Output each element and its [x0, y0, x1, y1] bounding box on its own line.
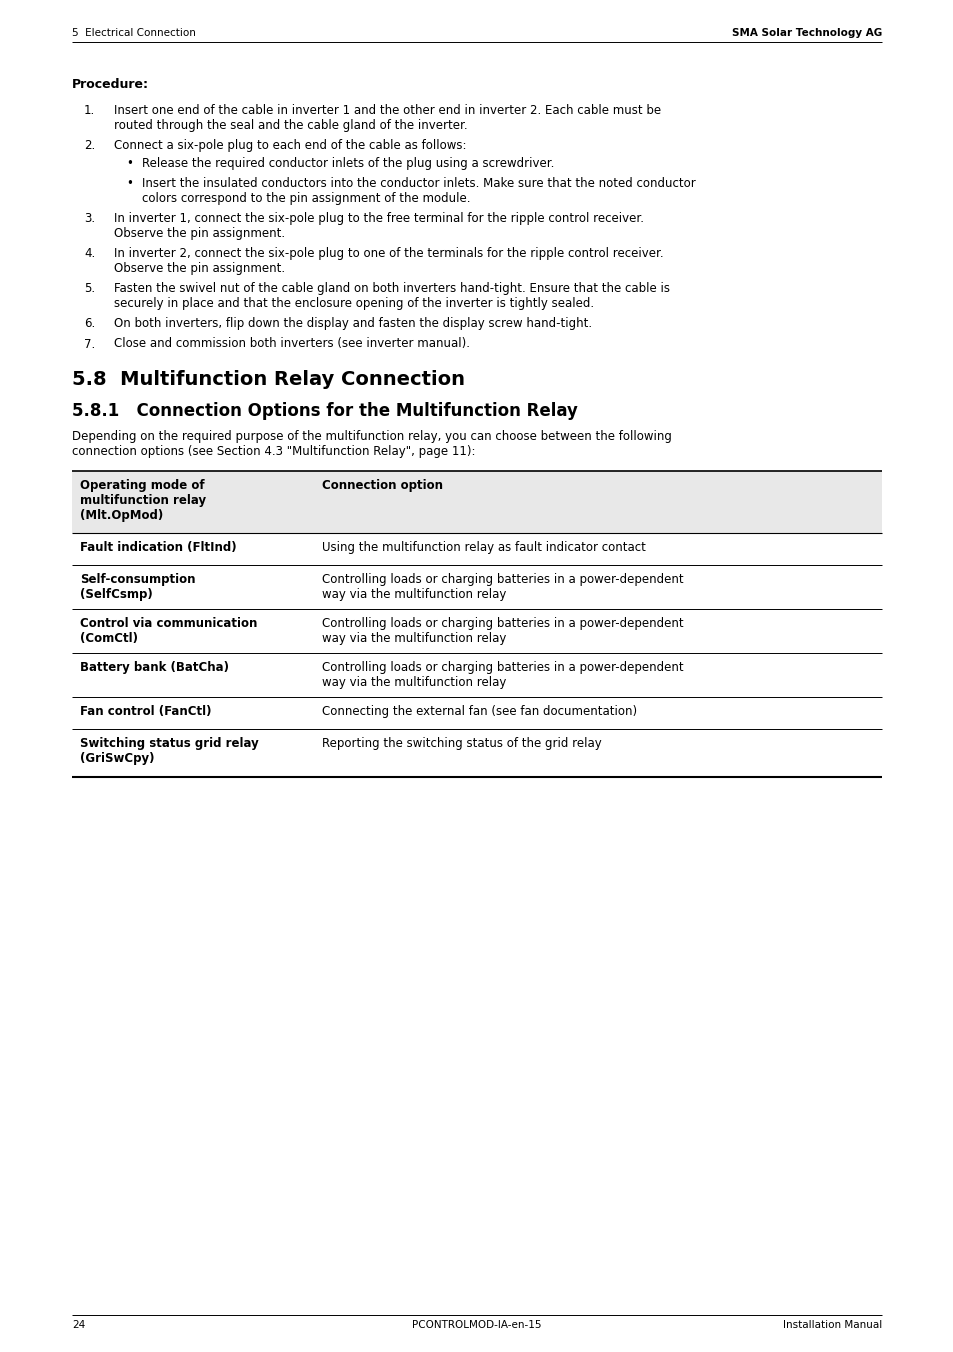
Text: Depending on the required purpose of the multifunction relay, you can choose bet: Depending on the required purpose of the… [71, 430, 671, 458]
Text: Self-consumption
(SelfCsmp): Self-consumption (SelfCsmp) [80, 573, 195, 602]
Text: 1.: 1. [84, 104, 95, 118]
Text: Release the required conductor inlets of the plug using a screwdriver.: Release the required conductor inlets of… [142, 157, 554, 170]
Text: Reporting the switching status of the grid relay: Reporting the switching status of the gr… [322, 737, 601, 750]
Text: Insert one end of the cable in inverter 1 and the other end in inverter 2. Each : Insert one end of the cable in inverter … [113, 104, 660, 132]
Text: Fault indication (FltInd): Fault indication (FltInd) [80, 541, 236, 554]
Text: Connection option: Connection option [322, 479, 442, 492]
Text: 5  Electrical Connection: 5 Electrical Connection [71, 28, 195, 38]
Text: 24: 24 [71, 1320, 85, 1330]
Text: 2.: 2. [84, 139, 95, 151]
Text: Connecting the external fan (see fan documentation): Connecting the external fan (see fan doc… [322, 704, 637, 718]
Text: 3.: 3. [84, 212, 95, 224]
Text: PCONTROLMOD-IA-en-15: PCONTROLMOD-IA-en-15 [412, 1320, 541, 1330]
Text: On both inverters, flip down the display and fasten the display screw hand-tight: On both inverters, flip down the display… [113, 316, 592, 330]
Text: 7.: 7. [84, 338, 95, 350]
Text: Fasten the swivel nut of the cable gland on both inverters hand-tight. Ensure th: Fasten the swivel nut of the cable gland… [113, 283, 669, 310]
Text: 6.: 6. [84, 316, 95, 330]
Text: In inverter 1, connect the six-pole plug to the free terminal for the ripple con: In inverter 1, connect the six-pole plug… [113, 212, 643, 241]
Text: Battery bank (BatCha): Battery bank (BatCha) [80, 661, 229, 675]
Text: •: • [126, 177, 132, 191]
Text: Operating mode of
multifunction relay
(Mlt.OpMod): Operating mode of multifunction relay (M… [80, 479, 206, 522]
Text: 5.: 5. [84, 283, 95, 295]
Text: 5.8.1   Connection Options for the Multifunction Relay: 5.8.1 Connection Options for the Multifu… [71, 402, 578, 420]
Text: Fan control (FanCtl): Fan control (FanCtl) [80, 704, 212, 718]
Text: Control via communication
(ComCtl): Control via communication (ComCtl) [80, 617, 257, 645]
Text: Close and commission both inverters (see inverter manual).: Close and commission both inverters (see… [113, 338, 470, 350]
Text: In inverter 2, connect the six-pole plug to one of the terminals for the ripple : In inverter 2, connect the six-pole plug… [113, 247, 663, 274]
Text: Controlling loads or charging batteries in a power-dependent
way via the multifu: Controlling loads or charging batteries … [322, 661, 683, 690]
Text: •: • [126, 157, 132, 170]
Text: Controlling loads or charging batteries in a power-dependent
way via the multifu: Controlling loads or charging batteries … [322, 617, 683, 645]
Text: Switching status grid relay
(GriSwCpy): Switching status grid relay (GriSwCpy) [80, 737, 258, 765]
Text: Connect a six-pole plug to each end of the cable as follows:: Connect a six-pole plug to each end of t… [113, 139, 466, 151]
Text: 5.8  Multifunction Relay Connection: 5.8 Multifunction Relay Connection [71, 370, 464, 389]
Text: Procedure:: Procedure: [71, 78, 149, 91]
Text: 4.: 4. [84, 247, 95, 260]
Text: Using the multifunction relay as fault indicator contact: Using the multifunction relay as fault i… [322, 541, 645, 554]
Text: SMA Solar Technology AG: SMA Solar Technology AG [731, 28, 882, 38]
Text: Installation Manual: Installation Manual [781, 1320, 882, 1330]
Bar [71, 470, 882, 533]
Text: Controlling loads or charging batteries in a power-dependent
way via the multifu: Controlling loads or charging batteries … [322, 573, 683, 602]
Text: Insert the insulated conductors into the conductor inlets. Make sure that the no: Insert the insulated conductors into the… [142, 177, 695, 206]
